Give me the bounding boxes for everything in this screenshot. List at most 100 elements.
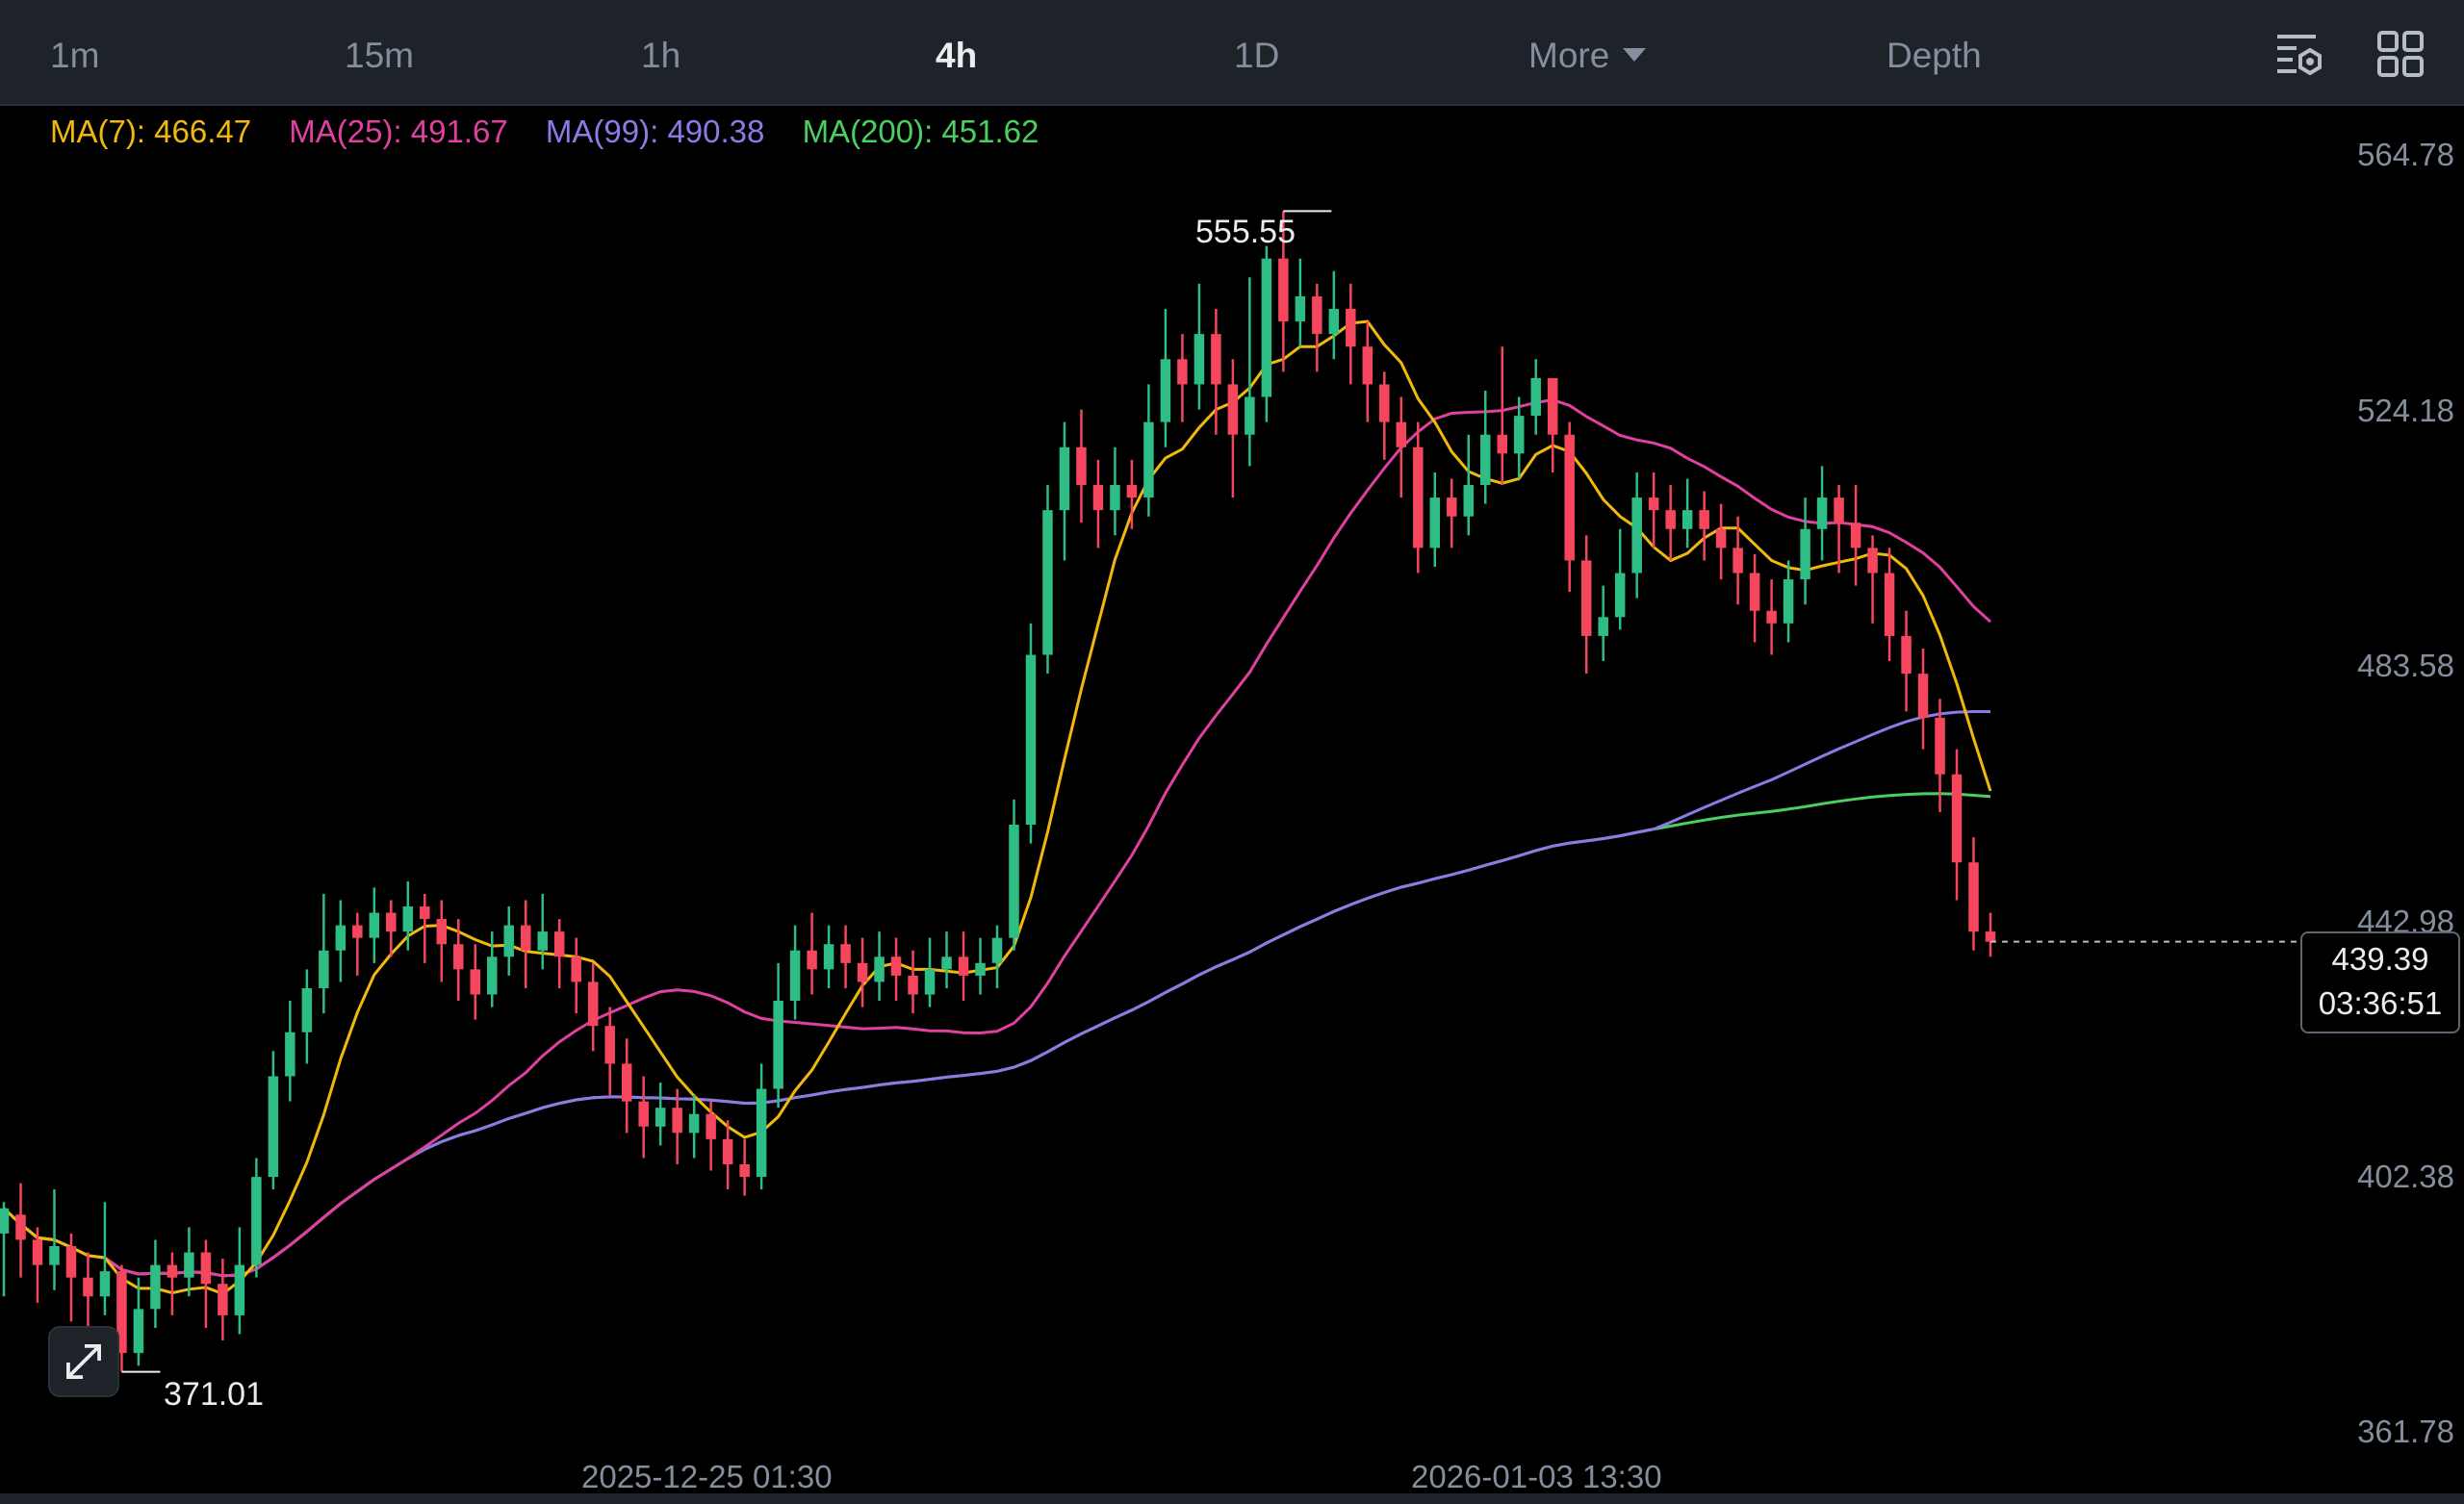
candle-down bbox=[1850, 523, 1861, 548]
candle-up bbox=[1194, 334, 1205, 385]
time-tick: 2026-01-03 13:30 bbox=[1411, 1459, 1662, 1494]
last-price-value: 439.39 bbox=[2331, 941, 2429, 977]
candle-up bbox=[301, 987, 313, 1032]
candle-up bbox=[756, 1088, 767, 1178]
tab-15m[interactable]: 15m bbox=[345, 36, 414, 75]
candle-up bbox=[285, 1032, 295, 1077]
candle-up bbox=[1143, 421, 1154, 498]
candle-up bbox=[1295, 295, 1306, 322]
candle-up bbox=[1631, 497, 1642, 574]
candle-up bbox=[319, 950, 329, 988]
candle-up bbox=[823, 944, 834, 970]
candle-down bbox=[420, 905, 430, 920]
candle-up bbox=[1160, 359, 1171, 422]
tab-4h[interactable]: 4h bbox=[936, 36, 978, 75]
candle-up bbox=[991, 937, 1003, 963]
candle-up bbox=[1328, 308, 1340, 335]
candle-up bbox=[234, 1264, 245, 1315]
candle-down bbox=[638, 1101, 649, 1127]
ma25-line bbox=[2, 398, 1992, 1278]
candle-up bbox=[1681, 510, 1693, 529]
candle-down bbox=[807, 950, 817, 970]
candle-down bbox=[1732, 548, 1743, 574]
candle-down bbox=[1126, 485, 1138, 498]
candle-down bbox=[739, 1164, 750, 1178]
candle-down bbox=[1884, 573, 1895, 636]
tab-depth[interactable]: Depth bbox=[1886, 36, 1982, 75]
candle-up bbox=[503, 925, 514, 957]
candle-down bbox=[1362, 346, 1373, 385]
candle-down bbox=[470, 969, 481, 995]
caret-down-icon bbox=[1623, 48, 1647, 62]
candle-down bbox=[706, 1113, 716, 1139]
ma200-line bbox=[2, 792, 1991, 1278]
candle-up bbox=[789, 950, 801, 1002]
candle-down bbox=[1766, 610, 1777, 624]
candle-up bbox=[773, 1001, 783, 1089]
layout-grid-icon[interactable] bbox=[2375, 29, 2426, 79]
tab-1h[interactable]: 1h bbox=[641, 36, 681, 75]
candle-down bbox=[571, 956, 581, 982]
candle-down bbox=[1564, 434, 1575, 561]
candle-down bbox=[116, 1271, 127, 1354]
candle-up bbox=[941, 956, 952, 970]
candle-up bbox=[654, 1108, 666, 1127]
time-tick: 2025-12-25 01:30 bbox=[581, 1459, 833, 1494]
candle-up bbox=[1110, 485, 1120, 511]
candle-up bbox=[1530, 377, 1541, 417]
price-tick: 402.38 bbox=[2357, 1159, 2454, 1194]
tab-1m[interactable]: 1m bbox=[50, 36, 100, 75]
candle-down bbox=[1715, 528, 1727, 548]
candle-up bbox=[924, 969, 936, 995]
more-dropdown[interactable]: More bbox=[1528, 0, 1647, 106]
candle-down bbox=[1665, 510, 1676, 529]
more-label: More bbox=[1528, 36, 1610, 75]
candle-up bbox=[975, 962, 986, 976]
candle-down bbox=[908, 975, 918, 995]
candle-up bbox=[150, 1264, 161, 1310]
fullscreen-button[interactable] bbox=[48, 1326, 119, 1397]
chart-settings-icon[interactable] bbox=[2273, 29, 2323, 79]
candle-up bbox=[49, 1245, 60, 1265]
price-tick: 564.78 bbox=[2357, 137, 2454, 172]
candle-down bbox=[890, 956, 902, 976]
candle-down bbox=[32, 1239, 43, 1265]
candle-up bbox=[268, 1076, 279, 1178]
candle-down bbox=[218, 1284, 228, 1315]
candle-up bbox=[335, 925, 346, 951]
candle-up bbox=[1009, 825, 1019, 938]
candle-down bbox=[352, 925, 363, 938]
candle-down bbox=[672, 1108, 682, 1134]
candle-up bbox=[1059, 446, 1070, 511]
candle-down bbox=[1580, 560, 1592, 636]
candle-up bbox=[402, 905, 414, 932]
candle-up bbox=[133, 1309, 144, 1354]
candle-down bbox=[958, 956, 969, 976]
interval-toolbar: 1m 15m 1h 4h 1D More Depth bbox=[0, 0, 2464, 106]
candle-down bbox=[1447, 497, 1457, 517]
ma7-line bbox=[2, 319, 1992, 1296]
low-price-label: 371.01 bbox=[164, 1376, 264, 1413]
candle-up bbox=[1783, 579, 1794, 624]
candle-down bbox=[1396, 421, 1407, 447]
candle-down bbox=[520, 925, 531, 951]
candle-up bbox=[184, 1252, 194, 1278]
candle-down bbox=[83, 1277, 93, 1297]
candle-down bbox=[1497, 434, 1507, 454]
tab-1d[interactable]: 1D bbox=[1234, 36, 1280, 75]
candle-down bbox=[1901, 635, 1912, 675]
candlestick-chart[interactable] bbox=[0, 108, 2464, 1491]
candle-up bbox=[1816, 497, 1828, 529]
candle-down bbox=[604, 1026, 615, 1064]
candle-down bbox=[1177, 359, 1188, 385]
candle-down bbox=[1968, 862, 1979, 932]
candle-down bbox=[1867, 548, 1878, 574]
candle-up bbox=[1429, 497, 1441, 548]
candle-down bbox=[386, 912, 397, 932]
candle-down bbox=[1749, 573, 1760, 611]
high-price-label: 555.55 bbox=[1195, 214, 1296, 250]
ma200-value: MA(200): 451.62 bbox=[802, 114, 1040, 149]
candle-down bbox=[1648, 497, 1659, 511]
candle-down bbox=[1413, 446, 1424, 548]
candle-down bbox=[1951, 774, 1963, 863]
